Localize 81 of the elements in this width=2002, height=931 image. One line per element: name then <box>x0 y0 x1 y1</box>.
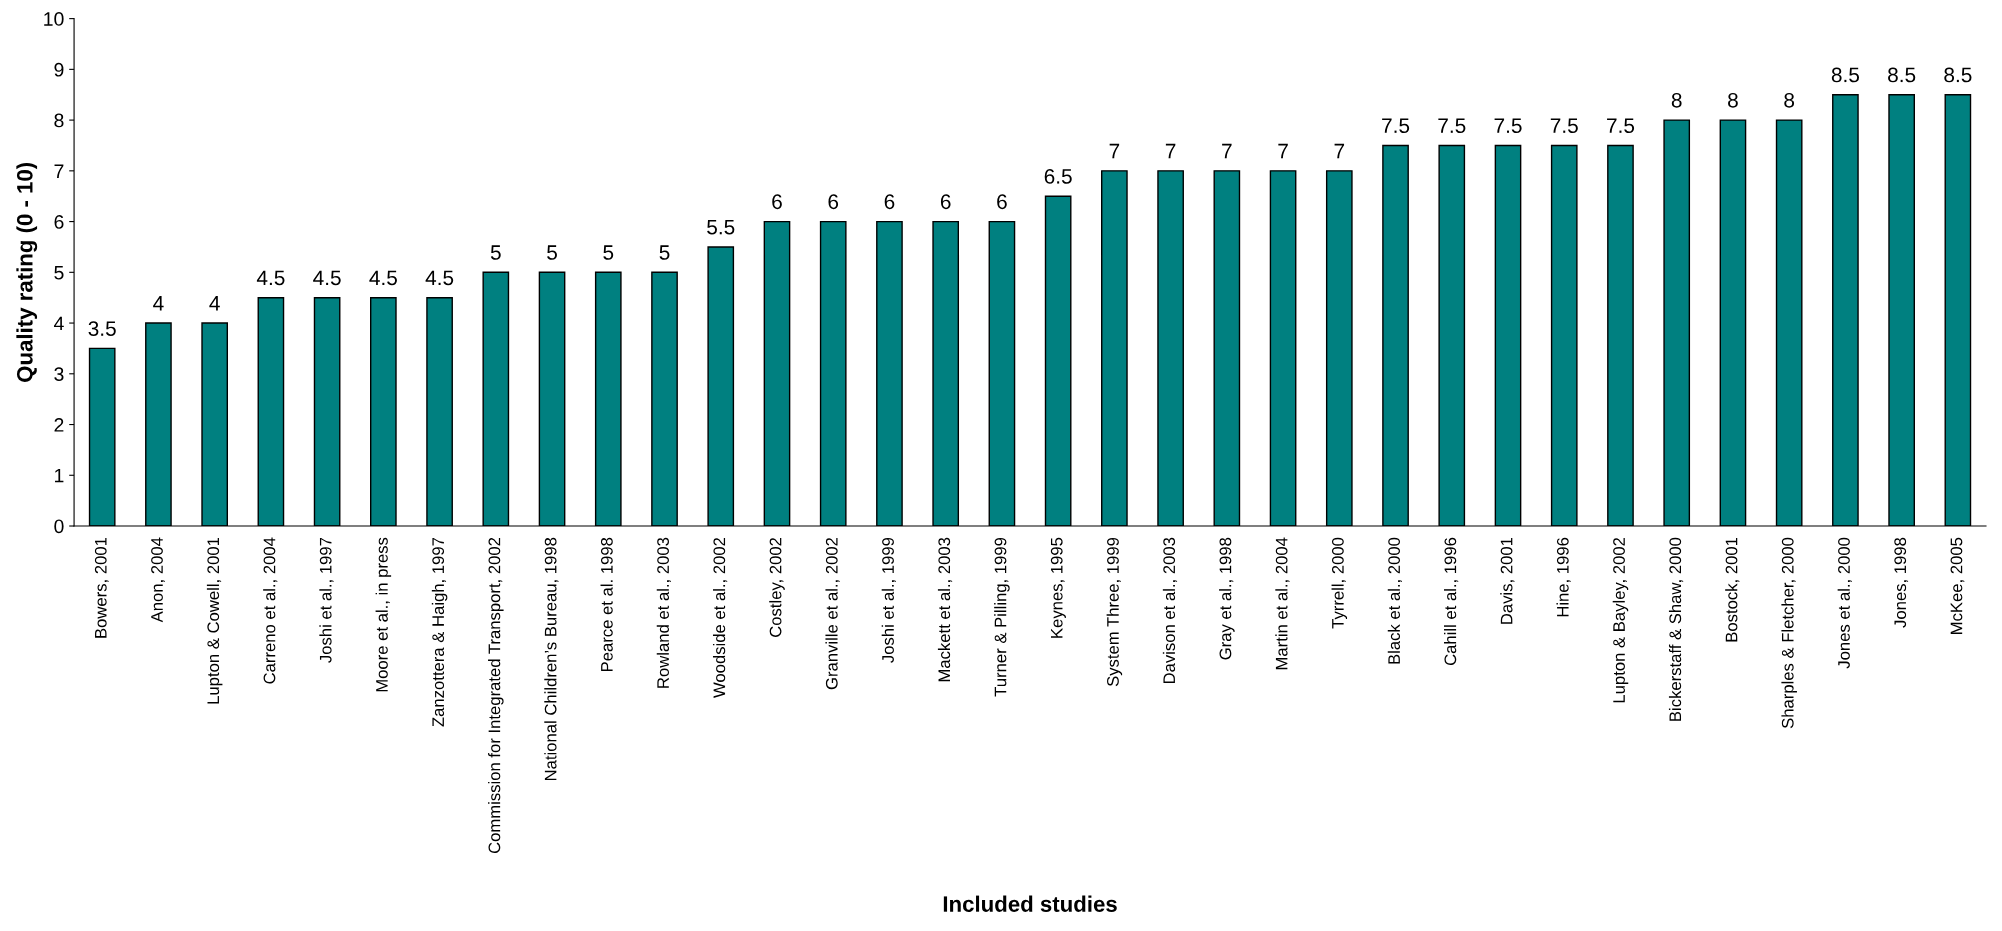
data-label: 7.5 <box>1494 118 1522 134</box>
data-label: 7 <box>1222 143 1232 159</box>
data-label: 8.5 <box>1888 67 1916 83</box>
y-tick-label: 3 <box>54 367 64 382</box>
data-label: 5 <box>659 245 670 260</box>
x-tick-label: Pearce et al. 1998 <box>600 537 613 672</box>
data-label: 7.5 <box>1438 118 1466 134</box>
x-tick-label: System Three, 1999 <box>1106 537 1123 687</box>
x-tick-label: McKee, 2005 <box>1950 537 1965 634</box>
data-label: 7.5 <box>1382 118 1410 134</box>
x-tick-label: Lupton & Cowell, 2001 <box>206 537 223 704</box>
data-label: 8.5 <box>1944 67 1972 83</box>
y-axis-title: Quality rating (0 - 10) <box>16 162 38 382</box>
data-label: 4.5 <box>313 270 341 286</box>
data-label: 6 <box>884 194 895 210</box>
x-tick-label: Keynes, 1995 <box>1050 537 1066 638</box>
x-tick-label: Costley, 2002 <box>769 537 785 637</box>
data-label: 7 <box>1109 143 1120 159</box>
y-tick-label: 7 <box>54 164 64 178</box>
x-tick-label: Woodside et al., 2002 <box>712 537 728 698</box>
data-label: 7 <box>1278 143 1288 159</box>
x-tick-label: Mackett et al., 2003 <box>937 537 953 682</box>
x-axis-title: Included studies <box>943 895 1117 912</box>
x-tick-label: Gray et al., 1998 <box>1219 537 1235 660</box>
data-label: 7.5 <box>1550 118 1578 134</box>
x-tick-label: National Children’s Bureau, 1998 <box>544 537 559 781</box>
x-tick-label: Commission for Integrated Transport, 2002 <box>488 537 504 854</box>
x-tick-label: Granville et al., 2002 <box>825 537 840 690</box>
y-tick-label: 6 <box>54 215 64 229</box>
x-tick-label: Davis, 2001 <box>1500 537 1515 624</box>
x-tick-label: Moore et al., in press <box>375 537 392 692</box>
x-tick-label: Jones et al., 2000 <box>1837 537 1852 669</box>
data-label: 5.5 <box>707 219 735 235</box>
x-tick-label: Tyrrell, 2000 <box>1331 537 1348 629</box>
x-tick-label: Joshi et al., 1999 <box>881 537 896 663</box>
data-label: 5 <box>490 245 501 260</box>
x-tick-label: Cahill et al., 1996 <box>1444 537 1459 666</box>
x-tick-label: Sharples & Fletcher, 2000 <box>1781 537 1797 729</box>
data-label: 6 <box>772 194 782 210</box>
x-tick-label: Bowers, 2001 <box>94 537 109 638</box>
data-label: 8.5 <box>1831 67 1860 83</box>
x-tick-label: Rowland et al., 2003 <box>656 537 671 688</box>
data-label: 4.5 <box>425 270 454 286</box>
x-tick-label: Anon, 2004 <box>151 537 165 623</box>
x-tick-label: Hine, 1996 <box>1556 537 1571 617</box>
data-label: 4.5 <box>369 270 397 286</box>
data-label: 7.5 <box>1607 118 1635 134</box>
x-tick-label: Bickerstaff & Shaw, 2000 <box>1668 537 1684 721</box>
y-tick-label: 4 <box>53 316 64 331</box>
data-label: 7 <box>1334 143 1345 159</box>
data-label: 6.5 <box>1044 169 1072 184</box>
y-tick-label: 10 <box>44 12 64 26</box>
y-tick-label: 8 <box>54 113 64 128</box>
y-tick-label: 0 <box>54 519 64 534</box>
data-label: 8 <box>1784 92 1795 108</box>
x-tick-label: Martin et al., 2004 <box>1275 537 1290 670</box>
x-tick-label: Joshi et al., 1997 <box>319 537 334 663</box>
data-label: 4.5 <box>256 270 285 286</box>
data-label: 4 <box>153 296 164 311</box>
y-tick-label: 5 <box>54 265 64 280</box>
y-tick-label: 2 <box>54 418 64 432</box>
data-label: 6 <box>828 194 839 210</box>
data-label: 3.5 <box>88 321 116 336</box>
data-label: 6 <box>940 194 951 210</box>
x-tick-label: Lupton & Bayley, 2002 <box>1612 537 1629 703</box>
data-label: 6 <box>997 194 1007 210</box>
data-label: 7 <box>1165 143 1176 159</box>
data-label: 8 <box>1728 92 1738 108</box>
x-tick-label: Turner & Pilling, 1999 <box>994 537 1010 697</box>
y-tick-label: 1 <box>55 468 64 483</box>
data-label: 8 <box>1671 92 1682 108</box>
x-tick-label: Carreno et al., 2004 <box>263 537 278 684</box>
y-tick-label: 9 <box>54 62 64 77</box>
data-label: 4 <box>209 296 220 311</box>
x-tick-label: Jones, 1998 <box>1894 537 1909 628</box>
x-tick-label: Black et al., 2000 <box>1387 537 1402 664</box>
x-tick-label: Zanzottera & Haigh, 1997 <box>431 537 448 727</box>
data-label: 5 <box>603 245 614 260</box>
data-label: 5 <box>547 245 557 260</box>
x-tick-label: Davison et al., 2003 <box>1162 537 1178 684</box>
x-tick-label: Bostock, 2001 <box>1725 537 1740 642</box>
